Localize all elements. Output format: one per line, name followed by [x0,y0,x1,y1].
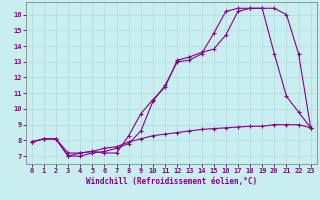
X-axis label: Windchill (Refroidissement éolien,°C): Windchill (Refroidissement éolien,°C) [86,177,257,186]
